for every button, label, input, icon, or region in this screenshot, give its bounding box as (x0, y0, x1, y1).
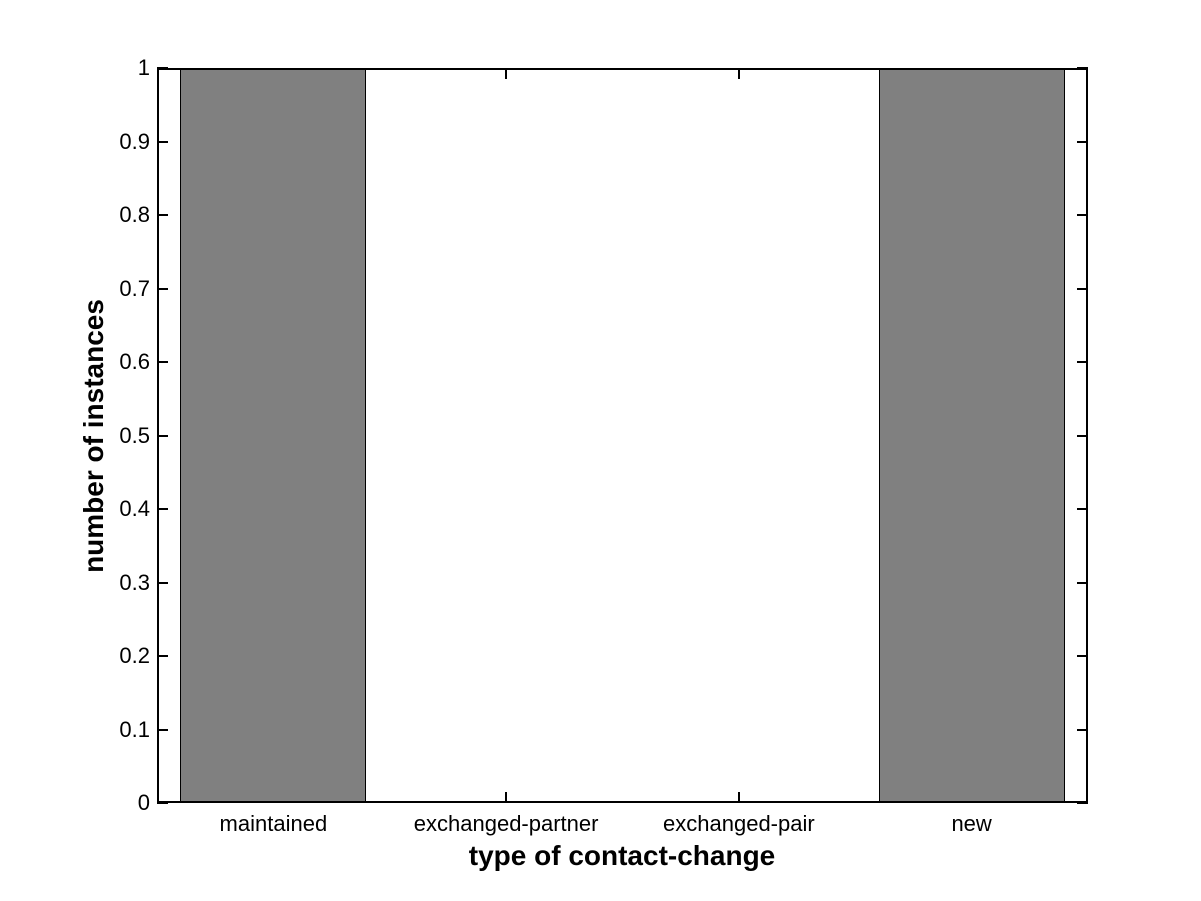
x-tick-mark-top (737, 68, 740, 79)
bar-maintained (180, 68, 367, 803)
y-tick-label: 0.1 (119, 716, 150, 742)
x-axis-label: type of contact-change (468, 840, 776, 871)
y-tick-label: 0.5 (119, 422, 150, 448)
y-tick-mark-right (1077, 214, 1088, 216)
x-tick-mark-bottom (737, 792, 740, 803)
y-tick-mark-right (1077, 728, 1088, 731)
y-tick-mark-left (157, 361, 168, 363)
y-tick-label: 1 (137, 55, 150, 80)
y-tick-label: 0.3 (119, 569, 150, 595)
y-tick-mark-right (1077, 802, 1088, 804)
y-tick-mark-left (157, 287, 168, 290)
x-tick-label: new (951, 811, 992, 836)
x-tick-label: maintained (219, 811, 328, 836)
x-tick-label: exchanged-pair (663, 811, 815, 836)
y-tick-mark-right (1077, 140, 1088, 143)
y-tick-mark-left (157, 508, 168, 510)
y-tick-mark-left (157, 434, 168, 437)
y-tick-mark-left (157, 214, 168, 216)
y-tick-mark-left (157, 140, 168, 143)
y-tick-mark-left (157, 581, 168, 584)
y-tick-label: 0.9 (119, 128, 150, 154)
y-tick-label: 0.8 (119, 202, 150, 227)
y-tick-label: 0.7 (119, 275, 150, 301)
y-tick-mark-left (157, 655, 168, 657)
y-tick-label: 0 (137, 790, 150, 815)
y-tick-mark-right (1077, 361, 1088, 363)
y-tick-mark-right (1077, 508, 1088, 510)
y-tick-mark-left (157, 67, 168, 69)
y-tick-mark-right (1077, 581, 1088, 584)
plot-area (157, 67, 1088, 804)
y-tick-mark-right (1077, 67, 1088, 69)
y-tick-mark-right (1077, 655, 1088, 657)
y-tick-label: 0.2 (119, 643, 150, 668)
x-tick-mark-bottom (505, 792, 508, 803)
y-tick-label: 0.6 (119, 349, 150, 374)
y-tick-mark-left (157, 728, 168, 731)
x-tick-mark-top (505, 68, 508, 79)
y-tick-mark-right (1077, 287, 1088, 290)
bar-new (878, 68, 1065, 803)
y-tick-mark-left (157, 802, 168, 804)
x-tick-label: exchanged-partner (413, 811, 599, 836)
y-tick-label: 0.4 (119, 496, 150, 521)
y-tick-mark-right (1077, 434, 1088, 437)
